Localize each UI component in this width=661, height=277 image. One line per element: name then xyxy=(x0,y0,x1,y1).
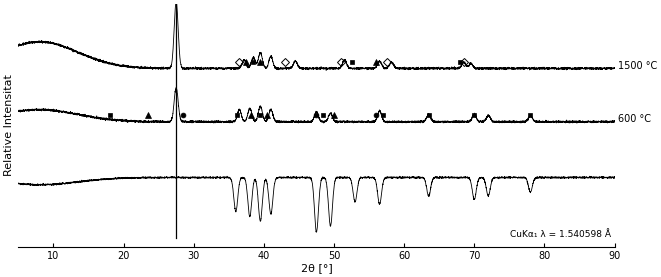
X-axis label: 2θ [°]: 2θ [°] xyxy=(301,263,332,273)
Text: 600 °C: 600 °C xyxy=(618,114,651,124)
Y-axis label: Relative Intensitat: Relative Intensitat xyxy=(4,75,14,176)
Text: CuKα₁ λ = 1.540598 Å: CuKα₁ λ = 1.540598 Å xyxy=(510,230,611,239)
Text: 1500 °C: 1500 °C xyxy=(618,61,657,71)
